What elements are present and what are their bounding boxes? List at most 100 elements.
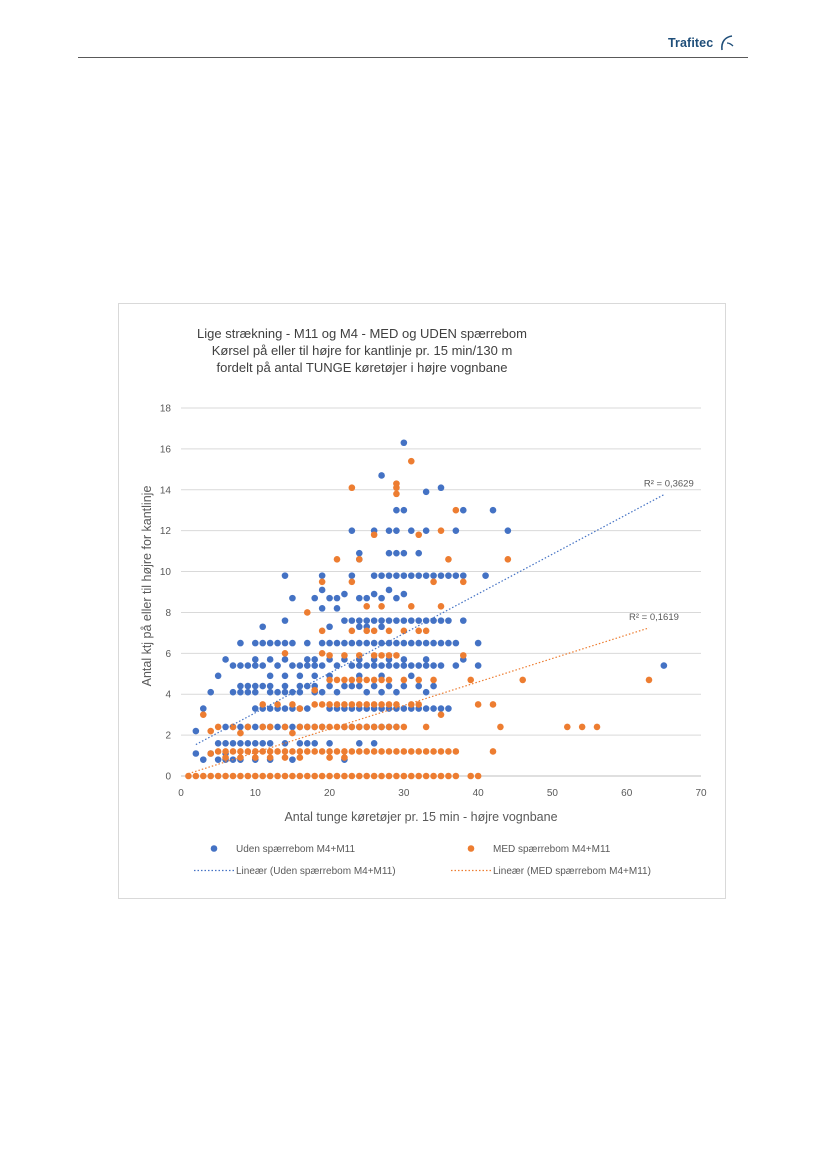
data-point bbox=[430, 705, 437, 712]
data-point bbox=[333, 688, 341, 696]
data-point bbox=[355, 594, 363, 602]
data-point bbox=[407, 527, 415, 534]
data-point bbox=[437, 705, 445, 712]
r-squared-label: R² = 0,1619 bbox=[629, 612, 679, 623]
data-point bbox=[355, 772, 363, 780]
y-tick-label: 10 bbox=[160, 567, 172, 578]
legend-label: Uden spærrebom M4+M11 bbox=[236, 844, 355, 855]
data-point bbox=[437, 527, 445, 534]
data-point bbox=[370, 652, 378, 659]
data-point bbox=[422, 705, 430, 712]
data-point bbox=[393, 701, 400, 708]
chart-container: 0 2 4 6 8 10 12 14 16 18 0 10 20 30 40 50 60 70 Lige stræk… bbox=[118, 303, 726, 899]
data-point bbox=[393, 549, 400, 557]
data-point bbox=[355, 549, 363, 557]
data-point bbox=[222, 748, 229, 755]
data-point bbox=[385, 639, 393, 647]
data-point bbox=[393, 617, 400, 624]
data-point bbox=[318, 688, 326, 696]
legend-label: Lineær (MED spærrebom M4+M11) bbox=[493, 866, 651, 877]
data-point bbox=[459, 578, 467, 586]
x-tick-label: 60 bbox=[621, 788, 633, 799]
data-point bbox=[333, 662, 341, 669]
data-point bbox=[430, 772, 437, 780]
data-point bbox=[348, 676, 356, 684]
data-point bbox=[422, 488, 430, 496]
data-point bbox=[222, 723, 229, 731]
text-layer: 0 2 4 6 8 10 12 14 16 18 0 10 20 30 40 50 60 70 Lige stræk… bbox=[140, 326, 707, 824]
y-tick-label: 2 bbox=[165, 731, 171, 742]
data-point bbox=[333, 639, 341, 647]
data-point bbox=[274, 772, 281, 780]
data-point bbox=[378, 594, 385, 602]
data-point bbox=[415, 676, 423, 684]
data-point bbox=[348, 617, 356, 624]
data-point bbox=[318, 772, 326, 780]
series-1-points bbox=[185, 457, 653, 780]
data-point bbox=[415, 639, 423, 647]
data-point bbox=[452, 662, 460, 669]
data-point bbox=[244, 723, 252, 731]
data-point bbox=[222, 754, 229, 761]
data-point bbox=[333, 555, 341, 563]
data-point bbox=[385, 723, 393, 731]
data-point bbox=[422, 688, 430, 696]
data-point bbox=[266, 672, 274, 680]
data-point bbox=[407, 672, 415, 680]
data-point bbox=[326, 701, 333, 708]
y-tick-label: 4 bbox=[165, 690, 171, 701]
data-point bbox=[259, 748, 267, 755]
data-point bbox=[237, 729, 244, 737]
data-point bbox=[251, 682, 259, 690]
data-point bbox=[445, 748, 452, 755]
data-point bbox=[355, 623, 363, 631]
data-point bbox=[341, 772, 348, 780]
data-point bbox=[645, 676, 653, 684]
data-point bbox=[430, 578, 437, 586]
data-point bbox=[430, 572, 437, 579]
data-point bbox=[370, 572, 378, 579]
data-point bbox=[341, 617, 348, 624]
data-point bbox=[207, 727, 215, 735]
y-tick-label: 0 bbox=[165, 772, 171, 783]
data-point bbox=[363, 627, 371, 635]
data-point bbox=[237, 688, 244, 696]
data-point bbox=[363, 639, 371, 647]
data-point bbox=[407, 772, 415, 780]
data-point bbox=[251, 748, 259, 755]
data-point bbox=[214, 672, 222, 680]
data-point bbox=[400, 662, 408, 669]
points-layer bbox=[185, 439, 668, 780]
data-point bbox=[370, 772, 378, 780]
data-point bbox=[274, 748, 281, 755]
data-point bbox=[400, 676, 408, 684]
data-point bbox=[289, 688, 296, 696]
data-point bbox=[385, 549, 393, 557]
data-point bbox=[385, 772, 393, 780]
data-point bbox=[207, 688, 215, 696]
data-point bbox=[229, 688, 237, 696]
x-tick-label: 30 bbox=[398, 788, 410, 799]
y-tick-label: 12 bbox=[160, 526, 172, 537]
data-point bbox=[289, 662, 296, 669]
data-point bbox=[266, 682, 274, 690]
data-point bbox=[318, 572, 326, 579]
data-point bbox=[355, 676, 363, 684]
data-point bbox=[281, 748, 289, 755]
data-point bbox=[326, 639, 333, 647]
data-point bbox=[296, 705, 304, 712]
data-point bbox=[370, 748, 378, 755]
data-point bbox=[237, 662, 244, 669]
data-point bbox=[348, 748, 356, 755]
data-point bbox=[303, 723, 311, 731]
data-point bbox=[407, 617, 415, 624]
data-point bbox=[430, 676, 437, 684]
data-point bbox=[244, 772, 252, 780]
data-point bbox=[393, 480, 400, 487]
data-point bbox=[437, 711, 445, 718]
data-point bbox=[318, 627, 326, 635]
data-point bbox=[489, 701, 497, 708]
data-point bbox=[303, 748, 311, 755]
data-point bbox=[407, 457, 415, 465]
data-point bbox=[341, 682, 348, 690]
